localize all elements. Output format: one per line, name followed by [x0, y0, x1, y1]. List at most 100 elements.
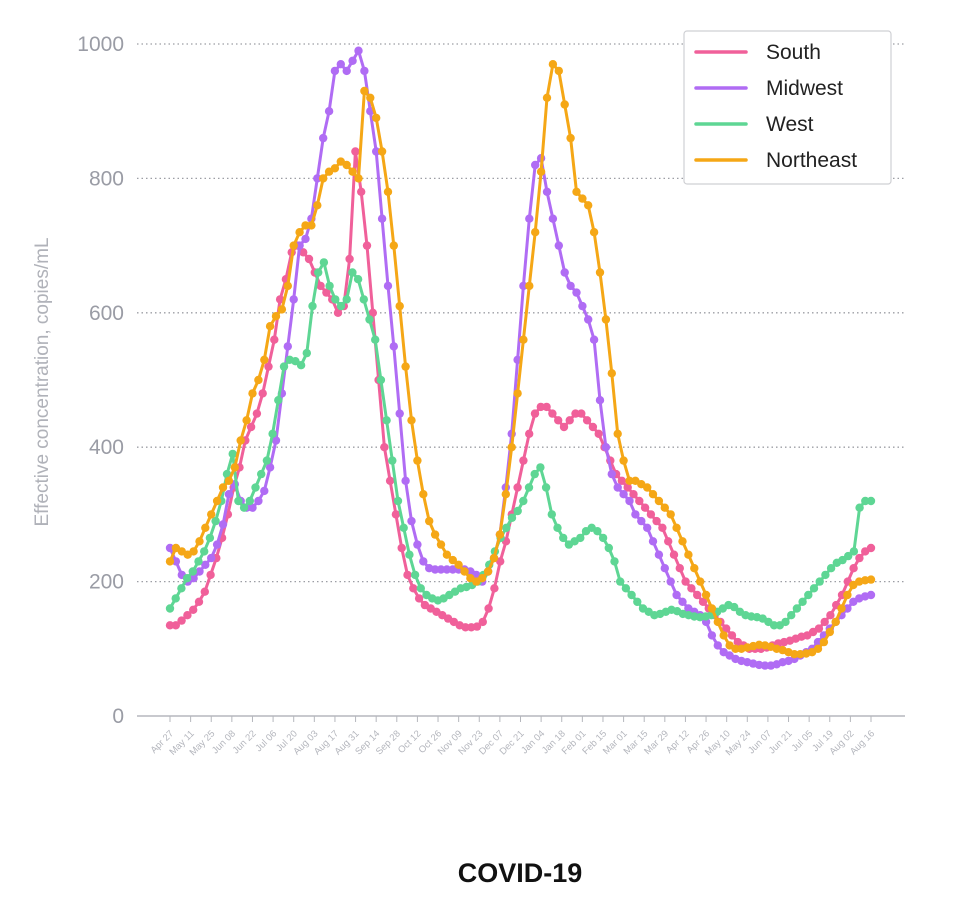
data-point	[513, 389, 522, 398]
data-point	[707, 631, 717, 640]
data-point	[826, 611, 835, 620]
data-point	[389, 342, 398, 351]
data-point	[849, 547, 859, 556]
data-point	[377, 214, 387, 223]
data-point	[410, 570, 420, 580]
data-point	[690, 564, 699, 573]
data-point	[207, 510, 216, 519]
data-point	[319, 258, 329, 267]
data-point	[548, 214, 558, 223]
data-point	[442, 565, 452, 574]
data-point	[391, 510, 401, 519]
data-point	[385, 476, 395, 485]
data-point	[383, 187, 393, 196]
y-tick-label: 400	[89, 436, 124, 459]
data-point	[554, 241, 563, 250]
data-point	[553, 523, 562, 532]
data-point	[495, 530, 505, 539]
data-point	[619, 490, 628, 499]
data-point	[212, 540, 222, 549]
data-point	[849, 564, 858, 573]
data-point	[652, 516, 661, 526]
data-point	[566, 133, 575, 143]
data-point	[565, 416, 574, 425]
data-point	[395, 409, 404, 418]
data-point	[331, 295, 340, 304]
data-point	[265, 463, 275, 472]
data-point	[419, 490, 428, 499]
data-point	[707, 604, 717, 613]
data-point	[855, 553, 864, 563]
data-point	[372, 147, 381, 156]
data-point	[399, 523, 408, 532]
data-point	[222, 469, 232, 479]
data-point	[264, 362, 273, 371]
data-point	[654, 550, 664, 559]
data-point	[669, 550, 679, 559]
data-point	[730, 602, 739, 612]
data-point	[376, 375, 386, 385]
data-point	[218, 520, 228, 529]
data-point	[194, 557, 203, 566]
data-point	[200, 587, 209, 596]
data-point	[201, 523, 210, 532]
data-point	[353, 275, 363, 284]
data-point	[787, 611, 796, 620]
data-point	[354, 46, 363, 55]
data-point	[594, 429, 603, 438]
data-point	[666, 577, 675, 586]
data-point	[389, 241, 398, 250]
data-point	[365, 315, 374, 324]
data-point	[313, 201, 322, 210]
data-point	[637, 516, 646, 526]
data-point	[254, 496, 263, 506]
data-point	[322, 288, 331, 297]
data-point	[595, 396, 605, 405]
data-point	[189, 574, 198, 583]
data-point	[395, 301, 404, 311]
data-point	[461, 623, 470, 632]
data-point	[542, 93, 552, 103]
data-point	[239, 503, 249, 512]
data-point	[324, 107, 334, 116]
x-tick-label: Jun 22	[231, 728, 259, 756]
data-point	[301, 234, 310, 244]
data-point	[621, 584, 631, 593]
legend-box	[683, 30, 892, 185]
data-point	[635, 496, 644, 506]
data-point	[530, 409, 540, 418]
data-point	[165, 543, 175, 553]
series-west	[165, 258, 876, 630]
data-point	[826, 564, 836, 573]
data-point	[843, 604, 852, 613]
data-point	[681, 577, 690, 586]
data-point	[289, 295, 298, 304]
data-point	[262, 456, 272, 465]
data-point	[559, 422, 569, 432]
data-point	[629, 490, 638, 499]
data-point	[809, 584, 819, 593]
data-point	[623, 483, 632, 492]
series-midwest	[165, 46, 876, 670]
data-point	[314, 268, 323, 277]
data-point	[820, 617, 829, 627]
data-point	[698, 597, 708, 606]
data-point	[336, 301, 346, 311]
data-point	[274, 396, 283, 405]
data-point	[372, 113, 381, 123]
data-point	[270, 335, 279, 344]
data-point	[595, 268, 605, 277]
legend: South Midwest West Northeast	[683, 30, 892, 185]
data-point	[577, 409, 586, 418]
data-point	[664, 537, 673, 546]
data-point	[660, 564, 669, 573]
data-point	[722, 624, 731, 633]
data-point	[299, 248, 308, 257]
data-point	[359, 295, 368, 304]
data-point	[413, 456, 422, 465]
data-point	[821, 570, 830, 580]
data-point	[342, 160, 351, 170]
data-point	[548, 59, 558, 69]
data-point	[183, 611, 192, 620]
data-point	[536, 167, 546, 176]
